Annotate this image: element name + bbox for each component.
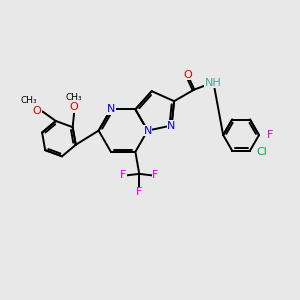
Text: F: F bbox=[152, 170, 159, 180]
Text: NH: NH bbox=[205, 77, 222, 88]
Text: CH₃: CH₃ bbox=[66, 93, 83, 102]
Text: N: N bbox=[143, 126, 152, 136]
Text: F: F bbox=[136, 188, 142, 197]
Text: F: F bbox=[120, 170, 126, 180]
Text: N: N bbox=[167, 121, 176, 130]
Text: O: O bbox=[70, 102, 79, 112]
Text: CH₃: CH₃ bbox=[21, 96, 37, 105]
Text: O: O bbox=[183, 70, 192, 80]
Text: O: O bbox=[32, 106, 41, 116]
Text: N: N bbox=[107, 104, 115, 114]
Text: Cl: Cl bbox=[256, 147, 267, 157]
Text: F: F bbox=[266, 130, 273, 140]
